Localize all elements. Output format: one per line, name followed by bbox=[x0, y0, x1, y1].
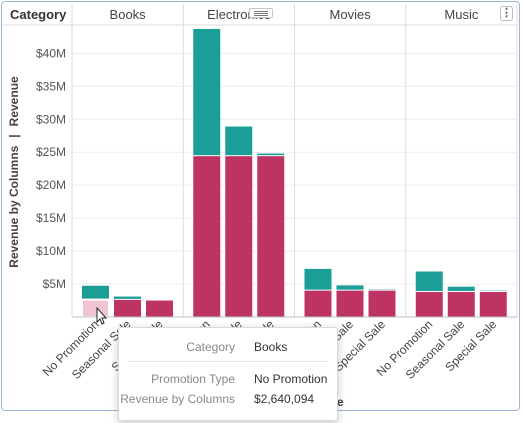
bar-books-special-sale-revenue-by-columns[interactable] bbox=[146, 300, 173, 317]
bar-books-no-promotion-revenue[interactable] bbox=[82, 285, 109, 299]
y-tick-label: $15M bbox=[36, 211, 66, 225]
tooltip-row-revenue-by-columns: Revenue by Columns $2,640,094 bbox=[119, 392, 337, 408]
y-axis-title-right: Revenue bbox=[7, 76, 21, 126]
bar-movies-no-promotion-revenue-by-columns[interactable] bbox=[304, 290, 332, 317]
facet-header: Category Books Electronics Movies Music bbox=[10, 7, 479, 22]
bar-movies-special-sale-revenue-by-columns[interactable] bbox=[368, 290, 396, 317]
facet-header-label: Category bbox=[10, 7, 67, 22]
facet-header-books[interactable]: Books bbox=[110, 7, 147, 22]
tooltip-row-promotion-type: Promotion Type No Promotion bbox=[119, 372, 337, 388]
bar-electronics-seasonal-sale-revenue-by-columns[interactable] bbox=[225, 156, 253, 317]
y-axis-title-left: Revenue by Columns bbox=[7, 145, 21, 267]
bar-music-seasonal-sale-revenue[interactable] bbox=[447, 286, 475, 291]
y-tick-label: $35M bbox=[36, 79, 66, 93]
bars bbox=[82, 28, 507, 318]
bar-books-seasonal-sale-revenue[interactable] bbox=[114, 296, 141, 299]
tooltip-row-category: Category Books bbox=[119, 340, 337, 356]
bar-electronics-no-promotion-revenue-by-columns[interactable] bbox=[193, 156, 221, 317]
tooltip-value: $2,640,094 bbox=[254, 392, 315, 406]
drag-handle-icon[interactable] bbox=[249, 8, 273, 18]
bar-electronics-special-sale-revenue[interactable] bbox=[257, 153, 285, 156]
bar-electronics-seasonal-sale-revenue[interactable] bbox=[225, 126, 253, 156]
x-axis-title-fragment: e bbox=[337, 395, 344, 409]
gridlines bbox=[3, 4, 518, 317]
facet-header-music[interactable]: Music bbox=[444, 7, 478, 22]
y-tick-label: $20M bbox=[36, 178, 66, 192]
tooltip-divider bbox=[129, 361, 327, 362]
tooltip-label: Category bbox=[186, 340, 235, 354]
y-tick-label: $40M bbox=[36, 46, 66, 60]
tooltip: Category Books Promotion Type No Promoti… bbox=[118, 327, 338, 421]
bar-music-no-promotion-revenue[interactable] bbox=[415, 271, 443, 291]
y-tick-label: $30M bbox=[36, 112, 66, 126]
y-axis-title: Revenue by Columns | Revenue bbox=[7, 76, 21, 268]
more-options-button[interactable]: ⋮ bbox=[500, 6, 513, 21]
tooltip-value: Books bbox=[254, 340, 288, 354]
y-axis-title-separator: | bbox=[7, 134, 21, 137]
bar-movies-seasonal-sale-revenue-by-columns[interactable] bbox=[336, 290, 364, 317]
bar-books-seasonal-sale-revenue-by-columns[interactable] bbox=[114, 299, 141, 317]
y-tick-label: $5M bbox=[43, 277, 66, 291]
tooltip-value: No Promotion bbox=[254, 372, 328, 386]
bar-electronics-no-promotion-revenue[interactable] bbox=[193, 28, 221, 156]
tooltip-label: Promotion Type bbox=[151, 372, 235, 386]
bar-books-no-promotion-revenue-by-columns[interactable] bbox=[82, 299, 109, 317]
y-tick-label: $10M bbox=[36, 244, 66, 258]
bar-movies-no-promotion-revenue[interactable] bbox=[304, 268, 332, 290]
tooltip-label: Revenue by Columns bbox=[120, 392, 235, 406]
bar-movies-seasonal-sale-revenue[interactable] bbox=[336, 285, 364, 290]
bar-music-seasonal-sale-revenue-by-columns[interactable] bbox=[447, 291, 475, 317]
bar-electronics-special-sale-revenue-by-columns[interactable] bbox=[257, 156, 285, 317]
bar-music-no-promotion-revenue-by-columns[interactable] bbox=[415, 291, 443, 317]
mouse-cursor-icon bbox=[96, 306, 108, 325]
y-tick-label: $25M bbox=[36, 145, 66, 159]
facet-header-movies[interactable]: Movies bbox=[330, 7, 372, 22]
bar-music-special-sale-revenue-by-columns[interactable] bbox=[479, 291, 507, 317]
